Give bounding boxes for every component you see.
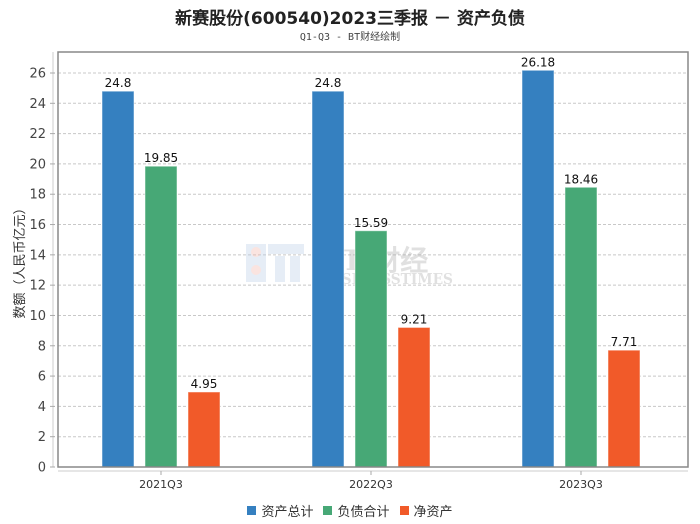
y-tick-label: 16	[29, 218, 46, 233]
plot-frame	[57, 51, 689, 468]
y-tick-label: 2	[38, 430, 46, 445]
data-label: 7.71	[611, 335, 638, 349]
bar	[187, 391, 221, 468]
data-label: 4.95	[191, 377, 218, 391]
data-label: 19.85	[144, 151, 178, 165]
legend-item[interactable]: 资产总计	[247, 501, 313, 520]
chart-subtitle: Q1-Q3 - BT财经绘制	[299, 32, 401, 43]
legend-item[interactable]: 净资产	[399, 501, 453, 520]
bar	[564, 186, 598, 468]
chart-title: 新赛股份(600540)2023三季报 － 资产负债	[175, 9, 525, 29]
watermark-logo-block	[290, 256, 300, 282]
data-label: 26.18	[521, 55, 555, 69]
bar	[397, 326, 431, 468]
data-labels: 24.8 19.85 4.95 24.8 15.59 9.21 26.18 18.46 7.71	[105, 55, 638, 391]
watermark-logo-dot	[251, 265, 261, 275]
bar	[101, 90, 135, 468]
y-tick-label: 14	[29, 248, 46, 263]
legend-label: 资产总计	[261, 505, 314, 520]
watermark-logo-dot	[251, 247, 261, 257]
data-label: 24.8	[315, 76, 342, 90]
y-tick-label: 0	[38, 461, 46, 476]
watermark-logo-block	[246, 244, 266, 282]
legend-label: 净资产	[413, 505, 453, 520]
data-label: 24.8	[105, 76, 132, 90]
legend-label: 负债合计	[337, 505, 390, 520]
y-tick-label: 8	[38, 339, 46, 354]
x-tick-label: 2023Q3	[559, 478, 603, 491]
legend-swatch	[399, 506, 409, 515]
y-tick-label: 18	[29, 188, 46, 203]
data-label: 15.59	[354, 216, 388, 230]
y-tick-label: 12	[29, 279, 46, 294]
y-tick-label: 22	[29, 127, 46, 142]
legend: 资产总计 负债合计 净资产	[0, 501, 700, 520]
legend-swatch	[323, 506, 333, 515]
x-tick-label: 2022Q3	[349, 478, 393, 491]
y-tick-label: 24	[29, 97, 46, 112]
y-tick-label: 10	[29, 309, 46, 324]
bar	[311, 90, 345, 468]
watermark-logo: BT 财经 BUSINESSTIMES	[246, 244, 453, 288]
bar	[521, 69, 555, 468]
watermark-logo-block	[275, 256, 285, 282]
x-axis-ticks: 2021Q3 2022Q3 2023Q3	[139, 471, 603, 491]
data-label: 18.46	[564, 172, 598, 186]
bar	[607, 349, 641, 468]
legend-swatch	[247, 506, 257, 515]
bars	[101, 69, 641, 468]
y-axis-label: 数额（人民币亿元）	[13, 201, 28, 318]
watermark-logo-block	[268, 244, 304, 254]
legend-item[interactable]: 负债合计	[323, 501, 390, 520]
y-tick-label: 26	[29, 67, 46, 82]
bar	[354, 230, 388, 468]
y-tick-label: 20	[29, 157, 46, 172]
bar	[144, 165, 178, 468]
y-tick-label: 6	[38, 370, 46, 385]
x-tick-label: 2021Q3	[139, 478, 183, 491]
y-tick-label: 4	[38, 400, 46, 415]
data-label: 9.21	[401, 312, 428, 326]
